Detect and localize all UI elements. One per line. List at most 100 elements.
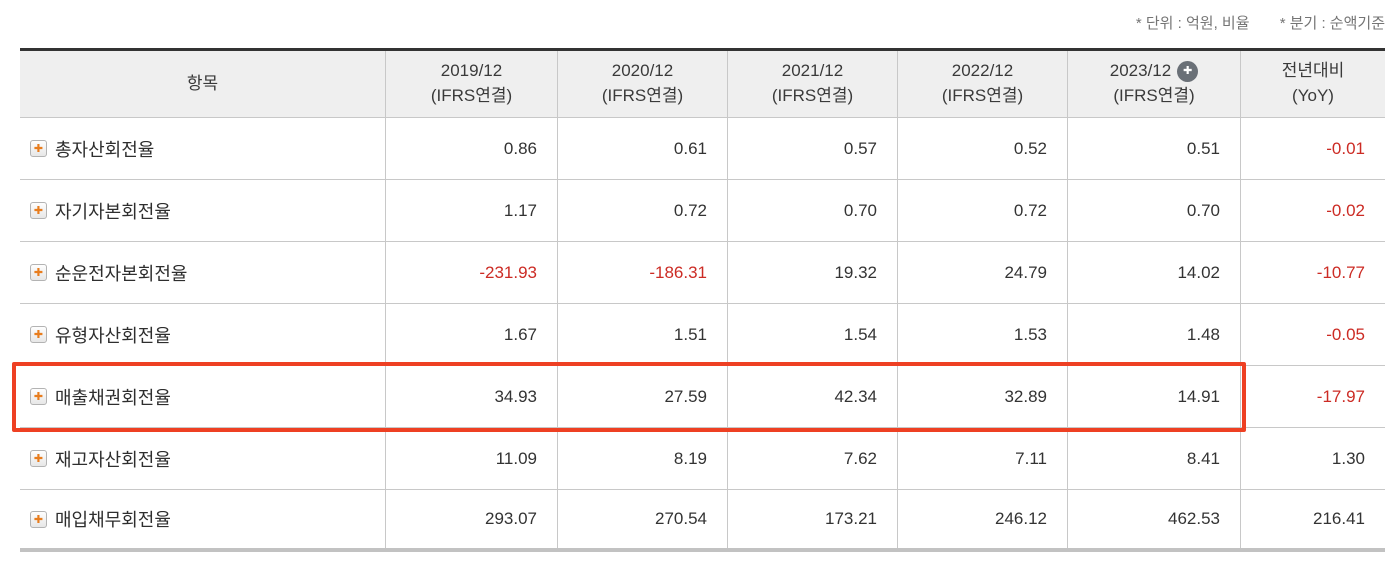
value-cell: 462.53 [1067, 490, 1240, 548]
row-label-cell: ✚ 총자산회전율 [20, 118, 385, 179]
table-row: ✚ 총자산회전율 0.86 0.61 0.57 0.52 0.51 -0.01 [20, 118, 1385, 180]
column-header-period-0: 2019/12 (IFRS연결) [385, 51, 557, 117]
table-notes: * 단위 : 억원, 비율 * 분기 : 순액기준 [1110, 12, 1385, 33]
expand-row-icon[interactable]: ✚ [30, 264, 47, 281]
value-cell: 0.61 [557, 118, 727, 179]
period-label: 2020/12 [611, 61, 674, 81]
value-cell: 1.51 [557, 304, 727, 365]
row-label: 매입채무회전율 [55, 510, 171, 530]
unit-note: * 단위 : 억원, 비율 [1135, 15, 1250, 32]
value-cell: 19.32 [727, 242, 897, 303]
row-label: 매출채권회전율 [55, 387, 171, 408]
period-label: 2022/12 [951, 61, 1014, 81]
column-header-period-3: 2022/12 (IFRS연결) [897, 51, 1067, 117]
period-label: 2023/12 [1109, 61, 1172, 81]
value-cell: 14.02 [1067, 242, 1240, 303]
yoy-value-cell: -0.02 [1240, 180, 1385, 241]
period-header-line1: 2019/12 [441, 59, 502, 84]
value-cell: 1.17 [385, 180, 557, 241]
column-header-yoy: 전년대비 (YoY) [1240, 51, 1385, 117]
table-row: ✚ 순운전자본회전율 -231.93 -186.31 19.32 24.79 14.02 -1… [20, 242, 1385, 304]
value-cell: 246.12 [897, 490, 1067, 548]
value-cell: 7.11 [897, 428, 1067, 489]
value-cell: 24.79 [897, 242, 1067, 303]
basis-note: * 분기 : 순액기준 [1279, 15, 1385, 32]
row-label: 재고자산회전율 [55, 449, 171, 470]
row-label: 자기자본회전율 [55, 201, 171, 222]
yoy-value-cell: 216.41 [1240, 490, 1385, 548]
row-label-cell: ✚ 매출채권회전율 [20, 366, 385, 427]
row-label-cell: ✚ 자기자본회전율 [20, 180, 385, 241]
value-cell: 7.62 [727, 428, 897, 489]
value-cell: 0.70 [727, 180, 897, 241]
column-header-period-1: 2020/12 (IFRS연결) [557, 51, 727, 117]
table-body: ✚ 총자산회전율 0.86 0.61 0.57 0.52 0.51 -0.01 ✚ 자기자본회전율… [20, 118, 1385, 552]
table-row: ✚ 자기자본회전율 1.17 0.72 0.70 0.72 0.70 -0.02 [20, 180, 1385, 242]
table-header-row: 항목 2019/12 (IFRS연결) 2020/12 (IFRS연결) 2021/12… [20, 48, 1385, 118]
value-cell: 14.91 [1067, 366, 1240, 427]
period-header-line1: 2020/12 [612, 59, 673, 84]
value-cell: 11.09 [385, 428, 557, 489]
value-cell: 293.07 [385, 490, 557, 548]
value-cell: 0.72 [897, 180, 1067, 241]
yoy-value-cell: -17.97 [1240, 366, 1385, 427]
row-label-cell: ✚ 매입채무회전율 [20, 490, 385, 548]
period-header-line2: (IFRS연결) [771, 86, 854, 105]
table-row-highlighted: ✚ 매출채권회전율 34.93 27.59 42.34 32.89 14.91 -17.97 [20, 366, 1385, 428]
row-label-cell: ✚ 순운전자본회전율 [20, 242, 385, 303]
column-header-period-4: 2023/12 ✚ (IFRS연결) [1067, 51, 1240, 117]
row-label: 순운전자본회전율 [55, 263, 188, 284]
period-header-line2: (IFRS연결) [1113, 86, 1195, 105]
value-cell: 27.59 [557, 366, 727, 427]
period-header-line1: 2021/12 [782, 59, 843, 84]
value-cell: 0.72 [557, 180, 727, 241]
value-cell: 1.54 [727, 304, 897, 365]
period-header-line2: (IFRS연결) [941, 86, 1024, 105]
value-cell: 1.48 [1067, 304, 1240, 365]
expand-row-icon[interactable]: ✚ [30, 140, 47, 157]
value-cell: 8.41 [1067, 428, 1240, 489]
row-label-cell: ✚ 유형자산회전율 [20, 304, 385, 365]
item-header-label: 항목 [186, 73, 219, 93]
value-cell: 1.67 [385, 304, 557, 365]
value-cell: 8.19 [557, 428, 727, 489]
value-cell: 270.54 [557, 490, 727, 548]
expand-row-icon[interactable]: ✚ [30, 202, 47, 219]
period-header-line2: (IFRS연결) [601, 86, 684, 105]
expand-row-icon[interactable]: ✚ [30, 388, 47, 405]
expand-row-icon[interactable]: ✚ [30, 510, 47, 528]
period-header-line2: (IFRS연결) [430, 86, 513, 105]
column-header-item: 항목 [20, 51, 385, 117]
yoy-header-line1: 전년대비 [1281, 61, 1345, 81]
yoy-value-cell: -10.77 [1240, 242, 1385, 303]
turnover-ratio-table: 항목 2019/12 (IFRS연결) 2020/12 (IFRS연결) 2021/12… [12, 48, 1385, 552]
row-label-cell: ✚ 재고자산회전율 [20, 428, 385, 489]
value-cell: -186.31 [557, 242, 727, 303]
value-cell: 0.52 [897, 118, 1067, 179]
value-cell: 32.89 [897, 366, 1067, 427]
yoy-value-cell: -0.05 [1240, 304, 1385, 365]
value-cell: 1.53 [897, 304, 1067, 365]
value-cell: 173.21 [727, 490, 897, 548]
value-cell: 0.57 [727, 118, 897, 179]
table-row: ✚ 매입채무회전율 293.07 270.54 173.21 246.12 462.53 21… [20, 490, 1385, 552]
add-period-icon[interactable]: ✚ [1177, 61, 1199, 83]
period-label: 2021/12 [781, 61, 844, 81]
expand-row-icon[interactable]: ✚ [30, 450, 47, 467]
value-cell: 0.51 [1067, 118, 1240, 179]
expand-row-icon[interactable]: ✚ [30, 326, 47, 343]
table-row: ✚ 재고자산회전율 11.09 8.19 7.62 7.11 8.41 1.30 [20, 428, 1385, 490]
period-label: 2019/12 [440, 61, 503, 81]
period-header-line1: 2022/12 [952, 59, 1013, 84]
table-row: ✚ 유형자산회전율 1.67 1.51 1.54 1.53 1.48 -0.05 [20, 304, 1385, 366]
yoy-value-cell: -0.01 [1240, 118, 1385, 179]
row-label: 총자산회전율 [55, 139, 155, 160]
yoy-value-cell: 1.30 [1240, 428, 1385, 489]
value-cell: 0.86 [385, 118, 557, 179]
value-cell: 42.34 [727, 366, 897, 427]
column-header-period-2: 2021/12 (IFRS연결) [727, 51, 897, 117]
value-cell: 34.93 [385, 366, 557, 427]
value-cell: -231.93 [385, 242, 557, 303]
row-label: 유형자산회전율 [55, 325, 171, 346]
